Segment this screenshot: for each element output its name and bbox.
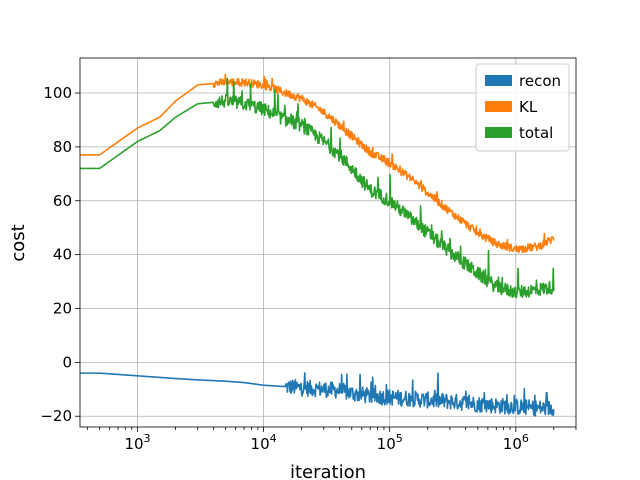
x-axis-label: iteration: [290, 462, 366, 480]
tick-layer: 103 104 105 106 −20 0 20 40 60 80 100: [40, 84, 577, 453]
y-tick-label: 40: [53, 246, 72, 264]
y-tick-label: 60: [53, 192, 72, 210]
legend-label-KL: KL: [519, 98, 538, 116]
y-tick-label: 20: [53, 299, 72, 317]
x-tick-label: 104: [251, 432, 277, 453]
series-line-recon: [79, 372, 555, 417]
y-axis-label: cost: [8, 224, 29, 261]
y-tick-label: 80: [53, 138, 72, 156]
legend-label-total: total: [519, 124, 553, 142]
series-line-KL: [79, 73, 555, 254]
y-tick-label: 0: [62, 353, 72, 371]
x-tick-label: 105: [377, 432, 403, 453]
series-line-total: [79, 77, 555, 299]
x-tick-label: 103: [124, 432, 150, 453]
series-layer: [79, 73, 555, 417]
legend-swatch-total: [485, 127, 512, 138]
y-tick-label: −20: [40, 407, 72, 425]
y-tick-label: 100: [43, 84, 72, 102]
legend-swatch-KL: [485, 101, 512, 112]
legend-swatch-recon: [485, 75, 512, 86]
legend-label-recon: recon: [519, 72, 561, 90]
plot-frame: [79, 57, 577, 428]
x-tick-label: 106: [503, 432, 529, 453]
legend: recon KL total: [475, 63, 570, 152]
